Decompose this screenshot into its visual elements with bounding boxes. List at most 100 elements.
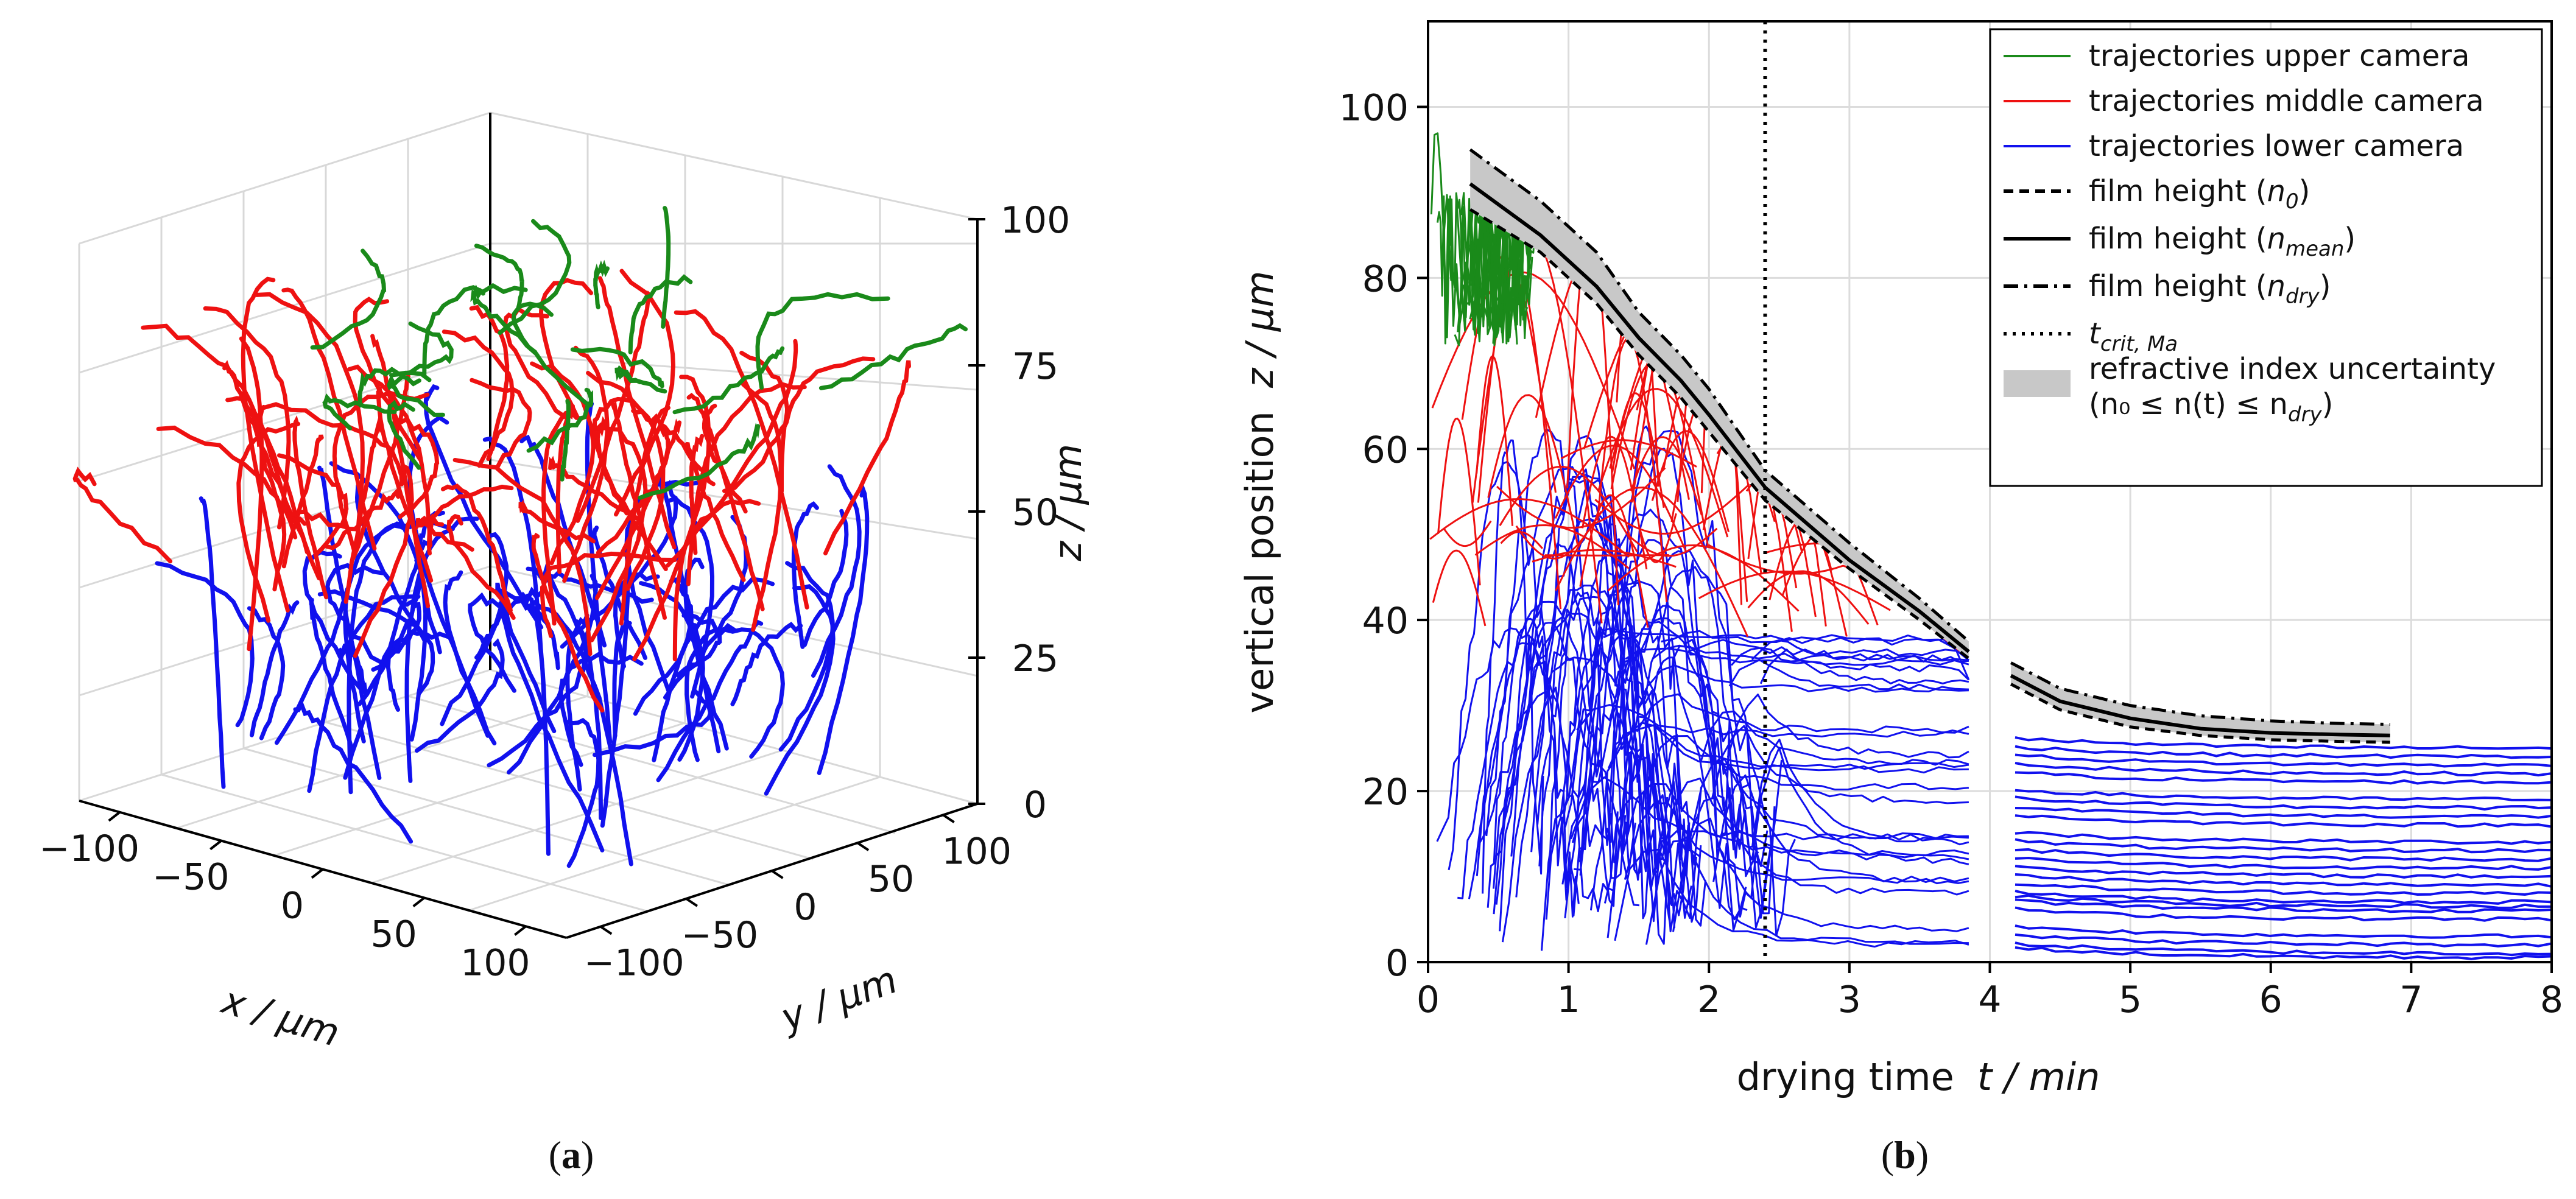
trajectory-lower-late	[2015, 946, 2552, 960]
legend-label: film height (ndry)	[2089, 269, 2331, 309]
trajectory-lower-mid	[1625, 647, 1969, 666]
x-tick-label-b: 4	[1978, 979, 2001, 1021]
trajectory-upper	[1437, 192, 1467, 345]
trajectory-lower-mid	[1712, 774, 1969, 885]
trajectory-lower-late	[2015, 848, 2552, 862]
trajectory-3d	[548, 455, 641, 522]
trajectory-3d	[236, 423, 295, 623]
trajectory-3d	[156, 425, 287, 592]
x-tick-label: −50	[152, 856, 230, 899]
trajectory-middle	[1429, 498, 1630, 558]
trajectory-3d	[350, 374, 410, 561]
x-tick-label-b: 6	[2259, 979, 2282, 1021]
legend-swatch-band	[2004, 370, 2071, 397]
trajectory-3d	[672, 346, 785, 415]
trajectory-3d	[661, 206, 671, 329]
trajectory-lower-late	[2015, 941, 2552, 957]
y-tick-label: −100	[584, 942, 684, 985]
y-tick-mark	[942, 814, 955, 823]
y-axis-label-b: vertical positionz / μm	[1237, 270, 1282, 713]
trajectory-lower-mid	[1614, 848, 1969, 945]
trajectory-3d	[332, 390, 430, 554]
trajectory-3d	[526, 387, 594, 453]
trajectory-lower-mid	[1608, 724, 1969, 774]
trajectory-3d	[254, 292, 365, 538]
trajectory-lower-mid	[1636, 693, 1969, 734]
trajectory-middle	[1630, 436, 1703, 516]
trajectory-3d	[755, 292, 890, 390]
trajectory-lower-late	[2015, 933, 2552, 948]
y-tick-mark	[600, 926, 613, 935]
trajectory-3d	[292, 415, 329, 600]
trajectory-3d	[565, 717, 601, 868]
x-tick-label: 100	[460, 941, 530, 984]
trajectory-lower-late	[2015, 831, 2552, 845]
trajectory-3d	[470, 378, 532, 469]
legend-label: film height (nmean)	[2089, 222, 2356, 261]
trajectory-lower-late	[2015, 894, 2552, 909]
trajectory-lower-mid	[1751, 639, 1969, 663]
trajectory-3d	[398, 416, 440, 519]
trajectory-lower-late	[2015, 736, 2552, 750]
x-tick-mark	[412, 896, 425, 907]
trajectory-lower-mid	[1576, 704, 1969, 738]
legend-label: refractive index uncertainty	[2089, 352, 2496, 386]
trajectory-3d	[541, 409, 585, 626]
trajectory-3d	[519, 434, 607, 648]
trajectory-3d	[199, 496, 226, 789]
trajectory-3d	[155, 561, 255, 728]
film-height-nmean	[1469, 182, 1970, 653]
trajectory-lower-mid	[1652, 644, 1969, 662]
trajectory-3d	[802, 508, 849, 647]
film-height-ndry	[1469, 148, 1970, 643]
trajectory-3d	[353, 463, 414, 658]
legend-label: trajectories upper camera	[2089, 39, 2469, 73]
trajectory-middle	[1579, 494, 1649, 628]
x-tick-mark	[311, 868, 324, 879]
trajectory-3d	[818, 323, 968, 390]
trajectory-lower-late	[2015, 838, 2552, 854]
trajectory-3d	[376, 387, 434, 583]
z-tick-label: 100	[1001, 199, 1071, 242]
trajectory-lower-late	[2015, 745, 2552, 759]
trajectory-lower-late	[2015, 873, 2552, 888]
z-tick-label: 75	[1012, 345, 1058, 388]
trajectory-3d	[468, 592, 516, 693]
trajectory-3d	[258, 402, 404, 487]
z-axis-label: z / μm	[1046, 444, 1090, 562]
trajectory-lower-late	[2015, 771, 2552, 785]
x-axis-label: x / μm	[216, 977, 345, 1055]
trajectory-3d	[686, 392, 765, 611]
trajectory-lower-late	[2015, 865, 2552, 879]
legend-label: trajectories lower camera	[2089, 129, 2464, 163]
y-tick-label-b: 0	[1385, 942, 1409, 985]
y-axis-label: y / μm	[774, 957, 903, 1041]
trajectory-middle	[1532, 549, 1677, 568]
legend-box	[1989, 28, 2543, 487]
trajectory-3d	[310, 248, 387, 350]
trajectory-3d	[250, 600, 300, 737]
trajectory-3d	[309, 597, 354, 749]
trajectory-3d	[666, 496, 715, 699]
trajectory-3d	[817, 483, 870, 775]
y-tick-label-b: 80	[1362, 258, 1409, 300]
z-tick-label: 25	[1012, 638, 1058, 680]
trajectory-upper	[1430, 132, 1489, 339]
uncertainty-band	[2011, 663, 2390, 743]
y-tick-mark	[771, 870, 784, 879]
trajectory-lower-early	[1541, 579, 1748, 951]
trajectory-middle	[1582, 435, 1648, 569]
trajectory-3d	[589, 425, 648, 642]
uncertainty-band	[1470, 149, 1969, 659]
trajectory-3d	[575, 290, 652, 523]
trajectory-lower-mid	[1672, 817, 1969, 932]
y-tick-label-b: 20	[1362, 771, 1409, 814]
y-tick-mark	[857, 842, 870, 851]
trajectory-3d	[343, 416, 384, 604]
trajectory-3d	[241, 276, 290, 613]
trajectory-middle	[1651, 430, 1730, 532]
trajectory-lower-mid	[1570, 776, 1969, 841]
y-tick-label-b: 40	[1362, 600, 1409, 642]
